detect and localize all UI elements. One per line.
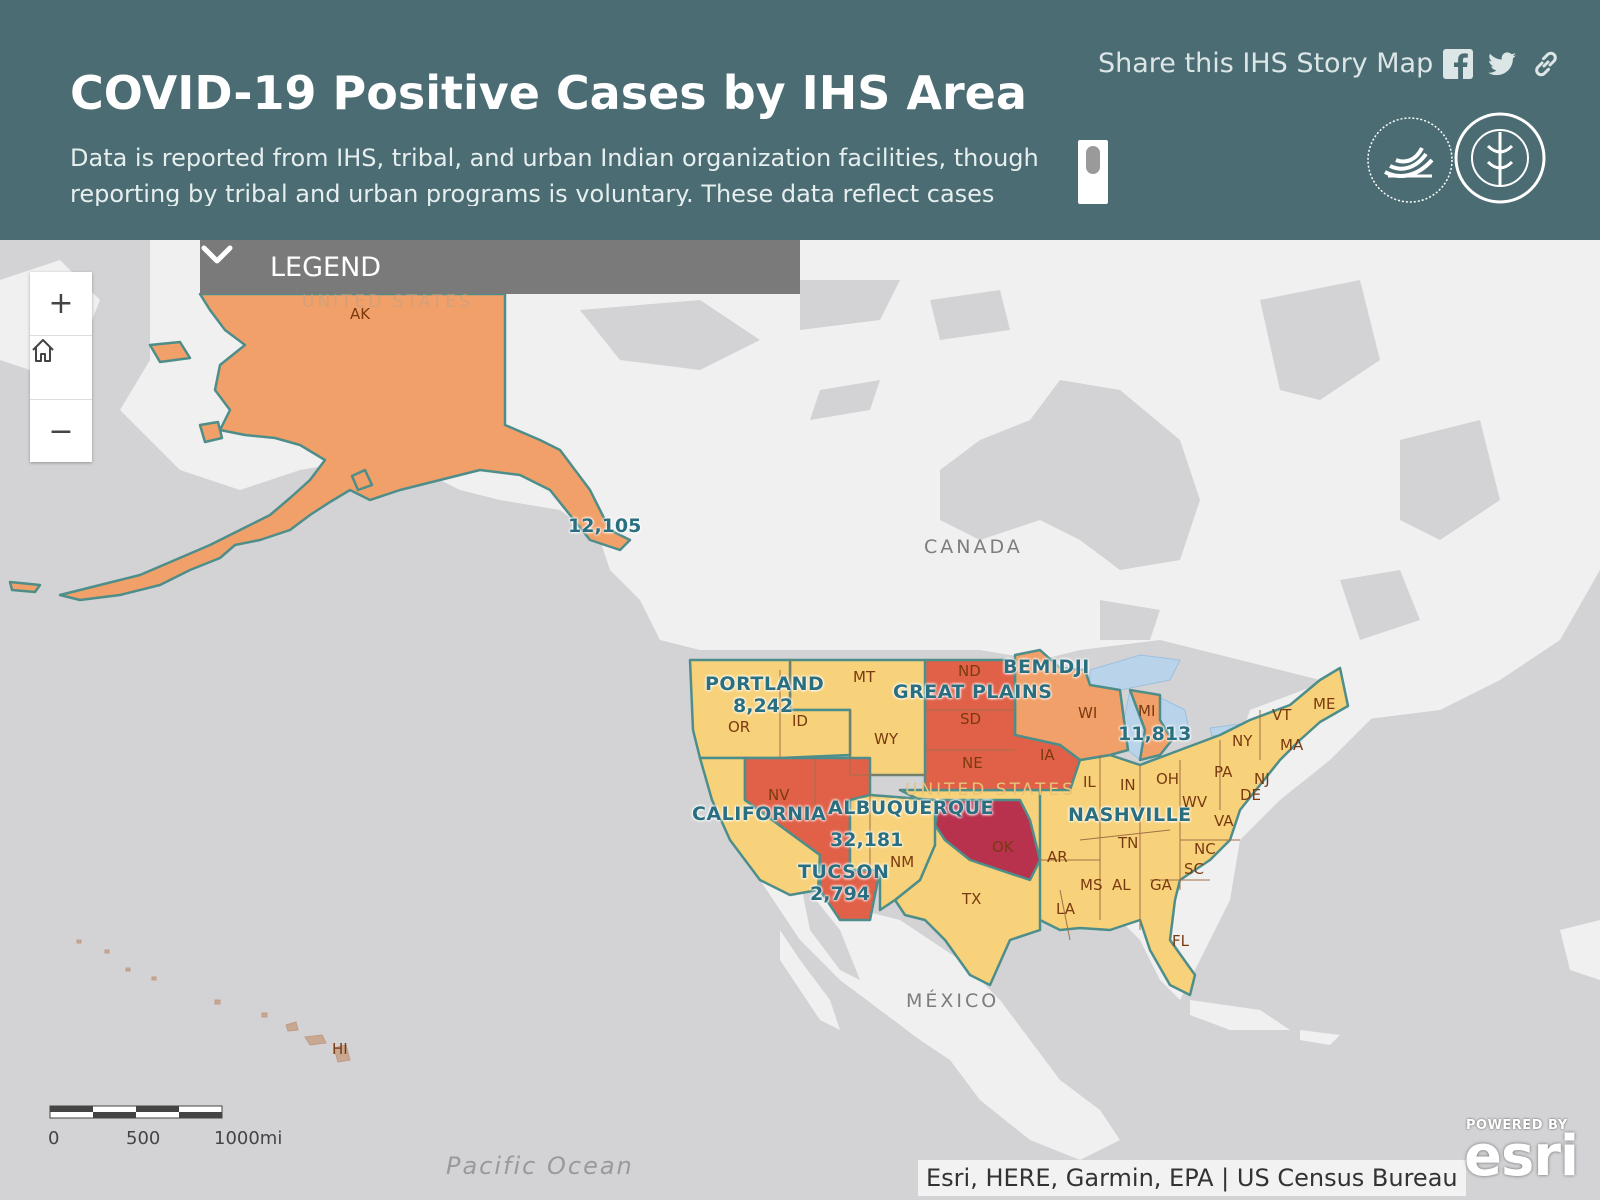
legend-toggle[interactable]: LEGEND bbox=[200, 240, 800, 294]
state-label-ar: AR bbox=[1047, 848, 1068, 866]
scale-bar bbox=[49, 1105, 223, 1119]
region-label-pacific-ocean: Pacific Ocean bbox=[446, 1152, 634, 1180]
state-label-wv: WV bbox=[1182, 793, 1208, 811]
state-label-tx: TX bbox=[962, 890, 982, 908]
state-label-vt: VT bbox=[1272, 706, 1292, 724]
state-label-ms: MS bbox=[1080, 876, 1103, 894]
scrollbar-thumb[interactable] bbox=[1086, 146, 1100, 174]
state-label-pa: PA bbox=[1214, 763, 1233, 781]
state-label-tn: TN bbox=[1118, 834, 1139, 852]
basemap-water bbox=[580, 280, 1500, 1040]
state-label-mt: MT bbox=[853, 668, 876, 686]
state-label-ia: IA bbox=[1040, 746, 1055, 764]
scale-label-500: 500 bbox=[126, 1128, 161, 1149]
phoenix-area[interactable] bbox=[743, 756, 882, 922]
twitter-icon[interactable] bbox=[1486, 48, 1518, 80]
hhs-seal-logo bbox=[1367, 117, 1453, 203]
plus-icon: + bbox=[48, 285, 74, 321]
area-value-alaska: 12,105 bbox=[568, 515, 642, 537]
state-label-sc: SC bbox=[1184, 860, 1204, 878]
home-icon bbox=[32, 339, 54, 362]
albuquerque-area[interactable] bbox=[848, 793, 937, 912]
area-label-bemidji: BEMIDJI bbox=[1003, 656, 1090, 678]
nashville-area[interactable] bbox=[1028, 666, 1350, 997]
state-label-va: VA bbox=[1214, 812, 1234, 830]
state-label-in: IN bbox=[1120, 776, 1136, 794]
facebook-icon[interactable] bbox=[1442, 48, 1474, 80]
state-label-sd: SD bbox=[960, 710, 982, 728]
state-label-fl: FL bbox=[1172, 932, 1189, 950]
state-label-wy: WY bbox=[874, 730, 898, 748]
area-label-tucson: TUCSON bbox=[798, 861, 890, 883]
oklahoma-state[interactable] bbox=[933, 798, 1042, 882]
link-icon[interactable] bbox=[1530, 48, 1562, 80]
state-label-nc: NC bbox=[1194, 840, 1216, 858]
esri-logo[interactable]: POWERED BY esri bbox=[1464, 1118, 1586, 1198]
region-label-mexico: MÉXICO bbox=[906, 990, 1000, 1012]
state-label-mi: MI bbox=[1138, 702, 1156, 720]
state-label-ok: OK bbox=[992, 838, 1014, 856]
area-label-albuquerque: ALBUQUERQUE bbox=[828, 797, 994, 819]
state-label-ma: MA bbox=[1280, 736, 1304, 754]
alaska-area[interactable] bbox=[8, 292, 632, 602]
state-label-or: OR bbox=[728, 718, 751, 736]
share-label: Share this IHS Story Map bbox=[1098, 48, 1434, 79]
state-label-il: IL bbox=[1083, 773, 1096, 791]
indian-health-service-seal-logo bbox=[1454, 112, 1546, 204]
state-label-nd: ND bbox=[958, 662, 981, 680]
basemap bbox=[0, 240, 1600, 1160]
state-label-id: ID bbox=[792, 712, 808, 730]
description-scrollbar[interactable] bbox=[1078, 140, 1108, 204]
area-label-portland: PORTLAND bbox=[705, 673, 825, 695]
state-label-nj: NJ bbox=[1254, 770, 1270, 788]
area-value-tucson: 2,794 bbox=[810, 883, 871, 905]
legend-label: LEGEND bbox=[270, 252, 382, 283]
bemidji-area-mi[interactable] bbox=[1128, 688, 1174, 762]
minus-icon: − bbox=[48, 413, 74, 449]
state-label-al: AL bbox=[1112, 876, 1131, 894]
area-label-california: CALIFORNIA bbox=[692, 803, 827, 825]
page-title: COVID-19 Positive Cases by IHS Area bbox=[70, 66, 1027, 120]
area-value-bemidji: 11,813 bbox=[1118, 723, 1192, 745]
zoom-in-button[interactable]: + bbox=[30, 272, 92, 334]
region-label-united-states: UNITED STATES bbox=[905, 780, 1076, 800]
description-panel[interactable]: Data is reported from IHS, tribal, and u… bbox=[70, 140, 1050, 206]
state-borders bbox=[779, 660, 1261, 941]
home-button[interactable] bbox=[30, 336, 92, 398]
state-label-hi: HI bbox=[332, 1040, 348, 1058]
state-label-ga: GA bbox=[1150, 876, 1172, 894]
agency-logos bbox=[1367, 112, 1546, 204]
map-attribution[interactable]: Esri, HERE, Garmin, EPA | US Census Bure… bbox=[918, 1160, 1466, 1196]
state-label-nm: NM bbox=[890, 853, 915, 871]
description-text: Data is reported from IHS, tribal, and u… bbox=[70, 144, 1039, 206]
area-label-great-plains: GREAT PLAINS bbox=[893, 681, 1053, 703]
state-label-wi: WI bbox=[1078, 704, 1098, 722]
powered-by-label: POWERED BY bbox=[1466, 1118, 1568, 1133]
state-label-me: ME bbox=[1313, 695, 1336, 713]
area-label-nashville: NASHVILLE bbox=[1068, 804, 1192, 826]
state-label-ak: AK bbox=[350, 305, 371, 323]
ihs-areas-conus[interactable] bbox=[688, 648, 1350, 997]
region-label-united-states-ak: UNITED STATES bbox=[302, 292, 473, 312]
state-label-nv: NV bbox=[768, 786, 790, 804]
state-label-ny: NY bbox=[1232, 732, 1253, 750]
state-label-de: DE bbox=[1240, 786, 1262, 804]
great-plains-area[interactable] bbox=[923, 658, 1082, 792]
story-map-header: COVID-19 Positive Cases by IHS Area Data… bbox=[0, 0, 1600, 240]
area-value-phoenix: 32,181 bbox=[830, 829, 904, 851]
chevron-down-icon bbox=[201, 245, 233, 264]
hawaii-islands[interactable] bbox=[76, 939, 351, 1063]
zoom-controls: + − bbox=[30, 272, 92, 462]
state-label-ne: NE bbox=[962, 754, 983, 772]
scale-label-0: 0 bbox=[48, 1128, 60, 1149]
state-label-oh: OH bbox=[1156, 770, 1180, 788]
area-value-portland: 8,242 bbox=[733, 695, 794, 717]
esri-wordmark: esri bbox=[1464, 1124, 1579, 1189]
scale-label-1000: 1000mi bbox=[214, 1128, 283, 1149]
map-view[interactable]: CANADA MÉXICO UNITED STATES UNITED STATE… bbox=[0, 240, 1600, 1200]
zoom-out-button[interactable]: − bbox=[30, 400, 92, 462]
state-label-la: LA bbox=[1056, 900, 1075, 918]
region-label-canada: CANADA bbox=[924, 536, 1023, 558]
